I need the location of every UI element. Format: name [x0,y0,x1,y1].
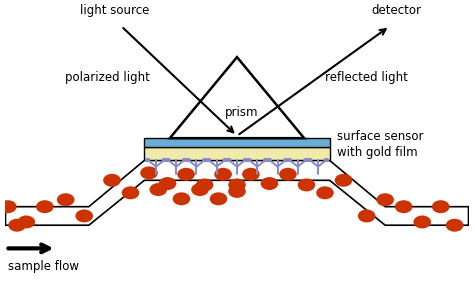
Ellipse shape [36,200,54,213]
Ellipse shape [196,178,213,191]
Ellipse shape [413,215,431,228]
Ellipse shape [246,158,252,162]
Ellipse shape [324,158,329,162]
Ellipse shape [307,158,312,162]
Ellipse shape [446,219,464,232]
Ellipse shape [432,200,449,213]
Text: surface sensor
with gold film: surface sensor with gold film [337,130,423,159]
Ellipse shape [376,193,394,206]
Ellipse shape [287,158,292,162]
Text: reflected light: reflected light [325,71,408,84]
Text: polarized light: polarized light [65,71,150,84]
Ellipse shape [0,200,17,213]
Ellipse shape [185,158,191,162]
Text: light source: light source [80,4,149,17]
Bar [145,148,329,160]
Ellipse shape [149,183,167,196]
Ellipse shape [298,178,315,191]
Ellipse shape [206,158,211,162]
Ellipse shape [182,158,187,162]
Ellipse shape [335,174,352,187]
Text: detector: detector [372,4,422,17]
Ellipse shape [122,186,139,199]
Ellipse shape [103,174,121,187]
Ellipse shape [242,168,260,181]
Ellipse shape [263,158,268,162]
Bar [145,138,329,148]
Text: prism: prism [225,106,258,119]
Ellipse shape [358,209,375,222]
Ellipse shape [214,168,232,181]
Ellipse shape [222,158,228,162]
Ellipse shape [57,193,74,206]
Ellipse shape [75,209,93,222]
Ellipse shape [226,158,231,162]
Ellipse shape [303,158,309,162]
Polygon shape [170,57,304,138]
Ellipse shape [228,185,246,198]
Ellipse shape [162,158,167,162]
Ellipse shape [395,200,412,213]
Ellipse shape [145,158,150,162]
Polygon shape [6,160,468,225]
Ellipse shape [243,158,248,162]
Text: sample flow: sample flow [8,260,79,273]
Ellipse shape [283,158,289,162]
Ellipse shape [228,178,246,191]
Ellipse shape [177,168,195,181]
Ellipse shape [279,168,297,181]
Ellipse shape [316,186,334,199]
Ellipse shape [165,158,171,162]
Ellipse shape [266,158,272,162]
Ellipse shape [210,192,227,205]
Ellipse shape [191,183,209,196]
Ellipse shape [202,158,208,162]
Ellipse shape [159,177,176,190]
Ellipse shape [140,166,158,179]
Ellipse shape [18,215,35,228]
Ellipse shape [173,192,190,205]
Ellipse shape [261,177,278,190]
Ellipse shape [8,219,26,232]
